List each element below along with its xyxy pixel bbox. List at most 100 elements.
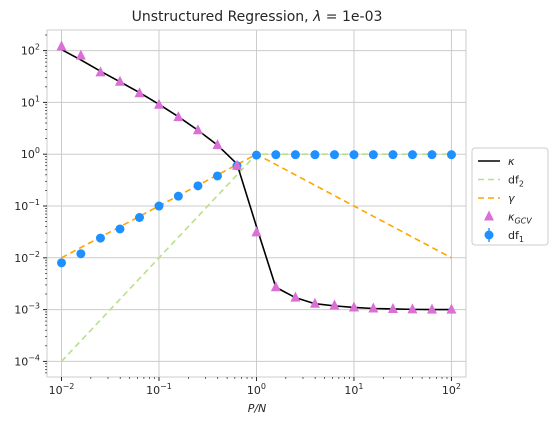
y-tick-base: 10 — [14, 355, 28, 368]
data-point-df1 — [368, 150, 378, 160]
y-tick-exponent: 0 — [35, 146, 40, 155]
data-point-df1 — [290, 150, 300, 160]
x-tick-exponent: −1 — [160, 382, 172, 391]
legend-item-df2: df2 — [478, 174, 524, 189]
y-tick-base: 10 — [21, 148, 35, 161]
chart-title: Unstructured Regression, λ = 1e-03 — [132, 9, 383, 25]
data-point-df1 — [271, 150, 281, 160]
title-value: = 1e-03 — [321, 9, 382, 25]
legend-item-kappa: κ — [478, 155, 515, 168]
y-tick-label: 10−3 — [14, 302, 40, 317]
data-point-df1 — [76, 249, 86, 259]
legend-item-df1: df1 — [484, 228, 524, 244]
legend-label-main: df — [508, 229, 520, 242]
data-point-df1 — [115, 224, 125, 234]
data-point-kappa_gcv — [173, 111, 184, 122]
data-point-kappa_gcv — [95, 66, 106, 77]
legend-box — [471, 147, 549, 246]
data-point-kappa_gcv — [75, 49, 86, 60]
y-tick-exponent: −2 — [28, 250, 40, 259]
y-tick-exponent: 1 — [35, 94, 40, 103]
y-tick-label: 101 — [21, 94, 40, 109]
data-point-df1 — [212, 171, 222, 181]
legend-label-sub: 1 — [519, 235, 524, 244]
title-prefix: Unstructured Regression, — [132, 9, 313, 25]
grid-lines — [47, 30, 466, 377]
legend-label-main: df — [508, 174, 520, 187]
data-point-kappa_gcv — [368, 302, 379, 313]
series-layer — [56, 40, 457, 362]
x-tick-base: 10 — [442, 384, 456, 397]
data-point-kappa_gcv — [56, 40, 67, 51]
data-point-df1 — [427, 150, 437, 160]
legend-label-main: κ — [508, 211, 515, 224]
legend-label-main: γ — [508, 192, 515, 205]
y-tick-base: 10 — [21, 45, 35, 58]
legend-label: df1 — [508, 229, 524, 244]
legend-label: df2 — [508, 174, 524, 189]
data-point-kappa_gcv — [329, 299, 340, 310]
x-tick-label: 101 — [344, 382, 363, 397]
series-kappa_gcv — [56, 40, 457, 314]
legend-label: κGCV — [508, 211, 532, 226]
x-tick-exponent: 2 — [456, 382, 461, 391]
legend-label-main: κ — [508, 155, 515, 168]
title-lambda: λ — [312, 9, 321, 25]
legend-item-kappa_gcv: κGCV — [484, 210, 532, 226]
x-axis-ticks: 10−2 10−1 100 101 102 — [49, 377, 461, 397]
x-tick-label: 100 — [247, 382, 266, 397]
legend-label: κ — [508, 155, 515, 168]
x-tick-label: 102 — [442, 382, 461, 397]
legend-label-sub: GCV — [514, 217, 532, 226]
data-point-df1 — [134, 213, 144, 223]
data-point-kappa_gcv — [231, 159, 242, 170]
data-point-df1 — [388, 150, 398, 160]
data-point-kappa_gcv — [270, 281, 281, 292]
y-tick-base: 10 — [14, 304, 28, 317]
legend-label: γ — [508, 192, 515, 205]
data-point-df1 — [407, 150, 417, 160]
data-point-df1 — [173, 191, 183, 201]
data-point-df1 — [154, 201, 164, 211]
legend-swatch — [484, 210, 494, 221]
data-point-df1 — [251, 150, 261, 160]
legend-label-sub: 2 — [519, 180, 524, 189]
data-point-df1 — [349, 150, 359, 160]
x-axis-label: P/N — [248, 402, 267, 415]
x-tick-base: 10 — [247, 384, 261, 397]
x-tick-base: 10 — [344, 384, 358, 397]
data-point-kappa_gcv — [192, 124, 203, 135]
x-tick-base: 10 — [146, 384, 160, 397]
y-tick-label: 10−2 — [14, 250, 40, 265]
x-tick-label: 10−2 — [49, 382, 75, 397]
data-point-df1 — [446, 150, 456, 160]
legend-item-gamma: γ — [478, 192, 515, 205]
data-point-kappa_gcv — [309, 297, 320, 308]
y-tick-exponent: −4 — [28, 353, 40, 362]
data-point-kappa_gcv — [251, 226, 262, 237]
y-tick-label: 102 — [21, 43, 40, 58]
y-tick-base: 10 — [21, 96, 35, 109]
data-point-kappa_gcv — [290, 291, 301, 302]
y-tick-label: 10−1 — [14, 198, 40, 213]
data-point-kappa_gcv — [426, 303, 437, 314]
y-tick-exponent: −3 — [28, 302, 40, 311]
x-tick-exponent: −2 — [63, 382, 75, 391]
data-point-kappa_gcv — [446, 303, 457, 314]
data-point-df1 — [57, 258, 67, 268]
y-tick-label: 10−4 — [14, 353, 40, 368]
data-point-kappa_gcv — [407, 303, 418, 314]
y-tick-base: 10 — [14, 200, 28, 213]
series-df1 — [57, 150, 456, 268]
data-point-df1 — [310, 150, 320, 160]
x-tick-exponent: 0 — [261, 382, 266, 391]
x-tick-label: 10−1 — [146, 382, 172, 397]
data-point-kappa_gcv — [134, 87, 145, 98]
data-point-kappa_gcv — [348, 301, 359, 312]
y-tick-exponent: −1 — [28, 198, 40, 207]
x-tick-base: 10 — [49, 384, 63, 397]
x-tick-exponent: 1 — [358, 382, 363, 391]
